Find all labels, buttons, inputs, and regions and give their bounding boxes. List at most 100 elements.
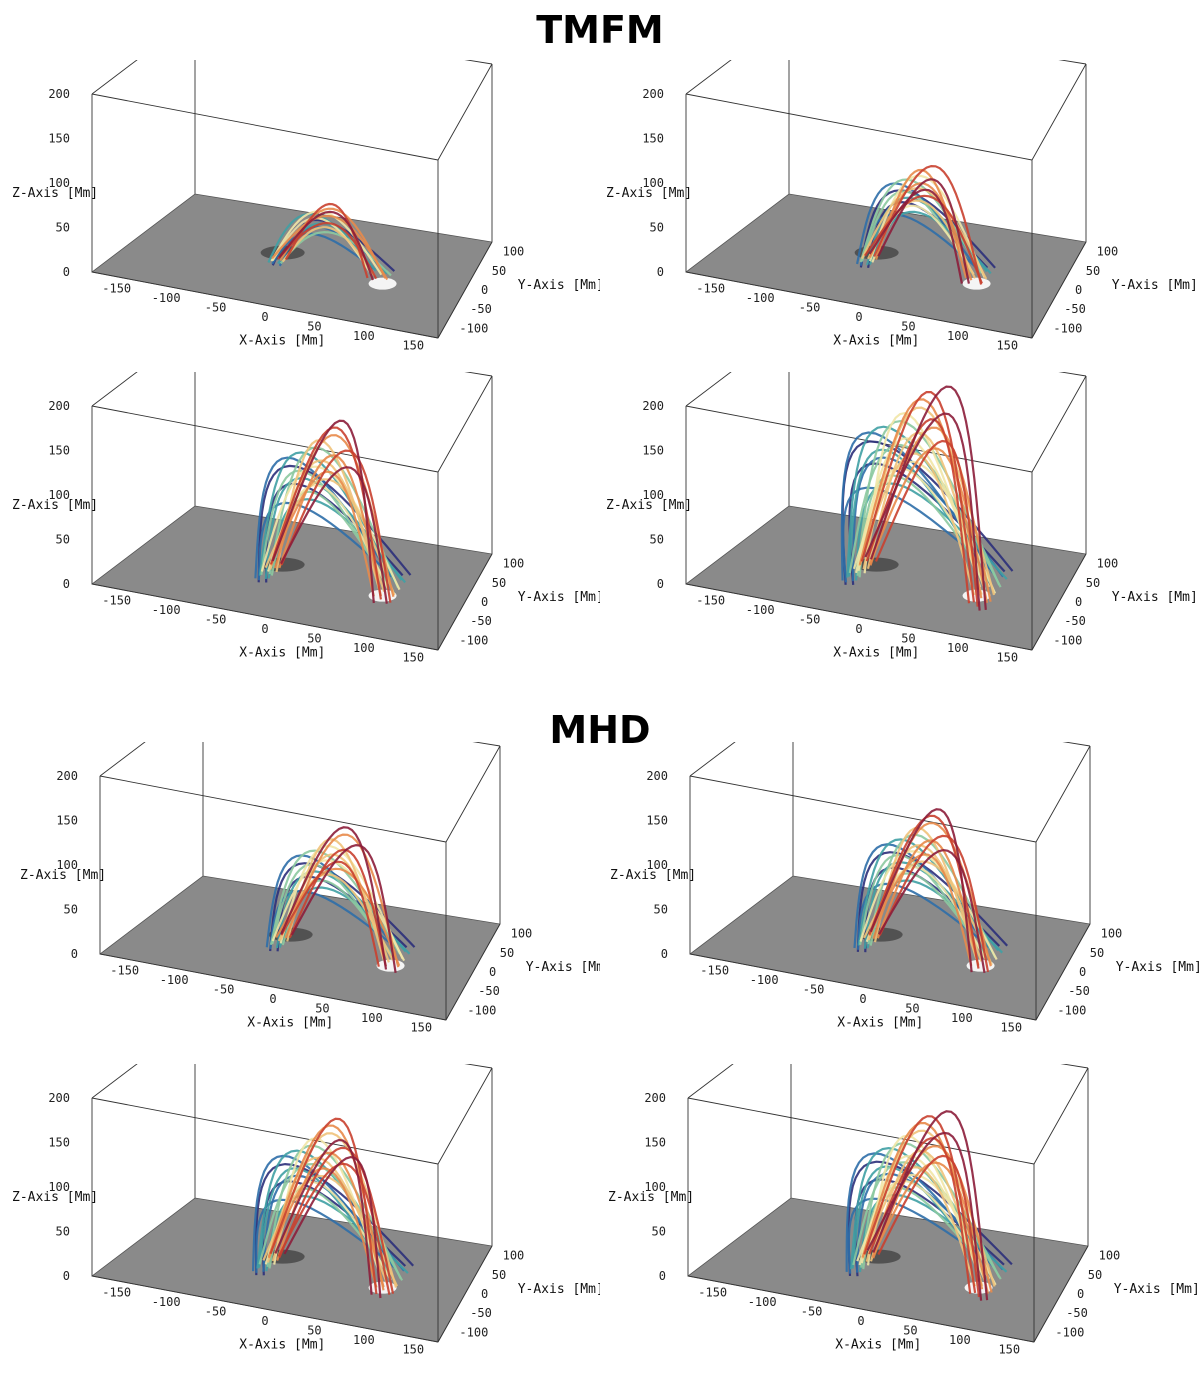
z-tick-label: 200 — [56, 769, 78, 783]
y-tick-label: 50 — [1086, 576, 1100, 590]
field-line — [269, 1117, 378, 1295]
x-tick-label: -150 — [102, 1286, 131, 1300]
z-tick-label: 200 — [644, 1091, 666, 1105]
x-tick-label: -100 — [160, 973, 189, 987]
z-axis-label: Z-Axis [Mm] — [606, 498, 692, 513]
y-tick-label: 0 — [481, 1287, 488, 1301]
box-front-edges — [685, 472, 1087, 651]
y-axis-label: Y-Axis [Mm] — [518, 278, 600, 293]
x-tick-label: -100 — [748, 1295, 777, 1309]
field-line — [857, 838, 994, 954]
x-tick-label: -100 — [750, 973, 779, 987]
box-back-edges — [685, 60, 1087, 272]
x-tick-label: 150 — [996, 650, 1018, 662]
field-line — [842, 486, 994, 583]
field-line — [878, 834, 990, 973]
x-tick-label: 150 — [410, 1020, 432, 1032]
y-tick-label: 100 — [503, 1249, 525, 1263]
x-axis-label: X-Axis [Mm] — [239, 645, 325, 660]
field-line — [283, 1155, 382, 1299]
x-tick-label: 100 — [361, 1011, 383, 1025]
z-axis-label: Z-Axis [Mm] — [12, 1190, 98, 1205]
x-axis-label: X-Axis [Mm] — [833, 645, 919, 660]
field-line — [874, 439, 979, 607]
z-tick-label: 50 — [650, 221, 664, 235]
y-tick-label: 0 — [1075, 595, 1082, 609]
y-axis-label: Y-Axis [Mm] — [1112, 278, 1198, 293]
x-tick-label: -100 — [152, 291, 181, 305]
z-tick-label: 150 — [646, 814, 668, 828]
field-line — [878, 848, 986, 973]
x-tick-label: 100 — [951, 1011, 973, 1025]
field-line — [290, 843, 397, 973]
x-tick-label: 0 — [855, 310, 862, 324]
z-tick-label: 0 — [71, 947, 78, 961]
box-front-edges — [689, 842, 1091, 1021]
x-tick-label: 50 — [307, 319, 321, 333]
x-tick-label: 150 — [996, 338, 1018, 350]
y-tick-label: 50 — [492, 576, 506, 590]
y-tick-label: 0 — [1077, 1287, 1084, 1301]
box-back-edges — [99, 742, 501, 954]
field-line — [868, 447, 989, 604]
positive-polarity-spot — [368, 277, 397, 290]
x-tick-label: 150 — [1000, 1020, 1022, 1032]
field-line — [275, 867, 401, 967]
z-tick-label: 100 — [48, 176, 70, 190]
x-tick-label: 50 — [315, 1001, 329, 1015]
x-tick-label: 0 — [261, 310, 268, 324]
y-tick-label: 0 — [481, 283, 488, 297]
field-line — [872, 1110, 989, 1301]
z-tick-label: 0 — [657, 265, 664, 279]
x-tick-label: -50 — [799, 301, 821, 315]
z-tick-label: 150 — [56, 814, 78, 828]
box-front-edges — [99, 842, 501, 1021]
x-tick-label: -150 — [696, 282, 725, 296]
box-front-edges — [685, 160, 1087, 339]
field-line — [271, 419, 375, 604]
y-tick-label: 0 — [1079, 965, 1086, 979]
panel-tmfm-1: 200 150 100 50 0 Z-Axis [Mm] -150 -100 -50 0 50 100… — [12, 60, 600, 350]
x-tick-label: 0 — [269, 992, 276, 1006]
field-line — [280, 860, 380, 967]
panel-tmfm-2: 200 150 100 50 0 Z-Axis [Mm] -150 -100 -50 0 50 100… — [606, 60, 1198, 350]
box-back-edges — [687, 1064, 1089, 1276]
z-axis-label: Z-Axis [Mm] — [12, 498, 98, 513]
field-line — [271, 232, 376, 271]
field-line — [267, 1167, 378, 1288]
field-line — [864, 412, 981, 611]
field-line — [281, 226, 376, 277]
field-line — [873, 164, 983, 285]
box-back-edges — [689, 742, 1091, 954]
field-lines — [853, 808, 1009, 973]
z-tick-label: 100 — [644, 1180, 666, 1194]
field-line — [278, 210, 374, 281]
field-line — [850, 1146, 998, 1273]
y-axis-label: Y-Axis [Mm] — [526, 960, 600, 975]
z-tick-label: 200 — [642, 87, 664, 101]
x-axis-label: X-Axis [Mm] — [837, 1015, 923, 1030]
field-line — [862, 406, 996, 596]
x-tick-label: -50 — [205, 613, 227, 627]
z-tick-label: 150 — [642, 444, 664, 458]
panel-tmfm-3: 200 150 100 50 0 Z-Axis [Mm] -150 -100 -50 0 50 100… — [12, 372, 600, 662]
y-tick-label: -50 — [470, 302, 492, 316]
y-tick-label: 0 — [489, 965, 496, 979]
z-tick-label: 0 — [661, 947, 668, 961]
y-tick-label: -100 — [459, 1325, 488, 1339]
z-axis-label: Z-Axis [Mm] — [606, 186, 692, 201]
z-tick-label: 0 — [657, 577, 664, 591]
field-line — [866, 1131, 983, 1301]
panel-tmfm-4: 200 150 100 50 0 Z-Axis [Mm] -150 -100 -50 0 50 100… — [606, 372, 1198, 662]
x-tick-label: -50 — [205, 301, 227, 315]
z-tick-label: 0 — [63, 577, 70, 591]
z-axis-label: Z-Axis [Mm] — [610, 868, 696, 883]
y-tick-label: 50 — [492, 1268, 506, 1282]
field-lines — [265, 826, 416, 973]
x-tick-label: 50 — [901, 631, 915, 645]
x-tick-label: 150 — [998, 1342, 1020, 1354]
x-tick-label: -150 — [696, 594, 725, 608]
field-line — [857, 437, 986, 591]
x-tick-label: 50 — [903, 1323, 917, 1337]
z-tick-label: 200 — [642, 399, 664, 413]
